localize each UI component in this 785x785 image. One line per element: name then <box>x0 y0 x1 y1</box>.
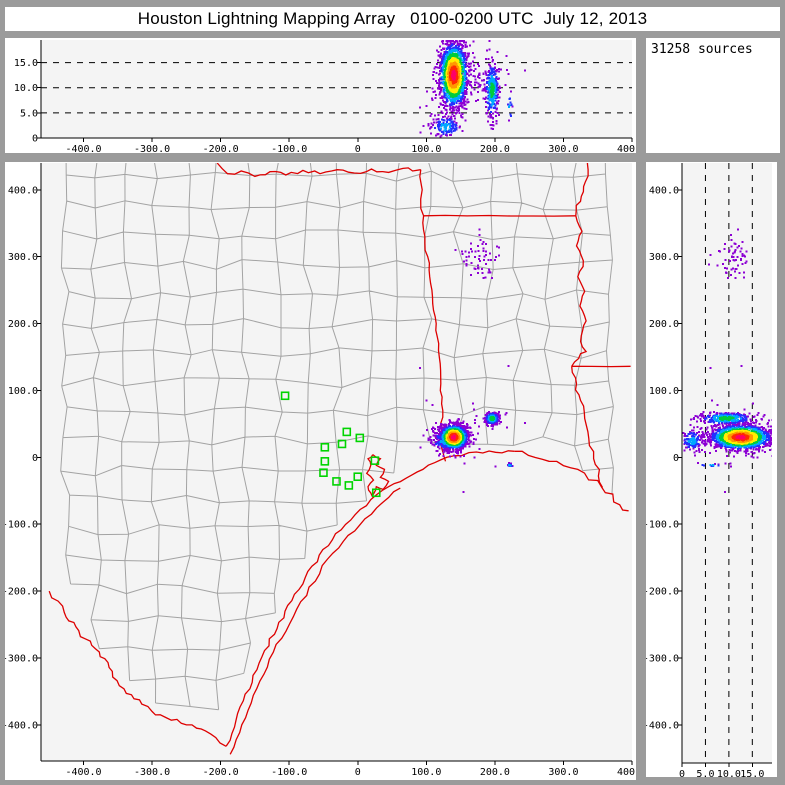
svg-text:-200.0: -200.0 <box>5 587 38 598</box>
title-bar: Houston Lightning Mapping Array 0100-020… <box>5 7 780 31</box>
svg-text:300.0: 300.0 <box>548 144 578 153</box>
sources-count-panel: 31258 sources <box>646 38 780 153</box>
plan-view-map-panel: 400.0 300.0 200.0 100.0 0 -100.0 -200.0 -300.0 -… <box>5 162 636 780</box>
svg-text:-100.0: -100.0 <box>271 144 307 153</box>
svg-text:100.0: 100.0 <box>411 144 441 153</box>
svg-text:0: 0 <box>32 453 38 464</box>
svg-text:5.0: 5.0 <box>20 108 38 119</box>
svg-text:0: 0 <box>32 134 38 145</box>
svg-text:400.0: 400.0 <box>617 767 636 778</box>
svg-text:10.0: 10.0 <box>14 83 38 94</box>
svg-text:200.0: 200.0 <box>480 767 510 778</box>
plan-view-map-chart: 400.0 300.0 200.0 100.0 0 -100.0 -200.0 -300.0 -… <box>5 163 636 778</box>
svg-text:300.0: 300.0 <box>548 767 578 778</box>
svg-text:0: 0 <box>355 144 361 153</box>
svg-text:-300.0: -300.0 <box>5 653 38 664</box>
svg-text:-400.0: -400.0 <box>65 144 101 153</box>
svg-text:-100.0: -100.0 <box>271 767 307 778</box>
svg-text:200.0: 200.0 <box>480 144 510 153</box>
svg-text:-200.0: -200.0 <box>203 144 239 153</box>
altitude-vs-ew-chart: 0 5.0 10.0 15.0 -400.0 -300.0 -200.0 -100.0 0 100… <box>14 40 636 153</box>
svg-text:0: 0 <box>355 767 361 778</box>
svg-text:-100.0: -100.0 <box>5 520 38 531</box>
sources-count-label: 31258 sources <box>651 42 753 57</box>
ns-vs-altitude-panel: 400.0 300.0 200.0 100.0 0 -100.0 -200.0 -300.0-… <box>646 162 777 777</box>
svg-text:400.0: 400.0 <box>8 185 38 196</box>
svg-text:300.0: 300.0 <box>8 252 38 263</box>
svg-text:400.0: 400.0 <box>617 144 636 153</box>
svg-text:100.0: 100.0 <box>411 767 441 778</box>
svg-text:-400.0: -400.0 <box>5 720 38 731</box>
altitude-vs-ew-panel: 0 5.0 10.0 15.0 -400.0 -300.0 -200.0 -100.0 0 100… <box>5 38 636 153</box>
svg-text:-300.0: -300.0 <box>134 767 170 778</box>
svg-text:-200.0: -200.0 <box>203 767 239 778</box>
svg-text:100.0: 100.0 <box>8 386 38 397</box>
svg-text:200.0: 200.0 <box>8 319 38 330</box>
page-title: Houston Lightning Mapping Array 0100-020… <box>137 9 648 28</box>
ns-vs-altitude-chart: 400.0300.0200.0100.00-100.0-200.0-300.0-… <box>646 163 772 777</box>
svg-text:-400.0: -400.0 <box>65 767 101 778</box>
svg-text:-300.0: -300.0 <box>134 144 170 153</box>
svg-text:15.0: 15.0 <box>14 58 38 69</box>
